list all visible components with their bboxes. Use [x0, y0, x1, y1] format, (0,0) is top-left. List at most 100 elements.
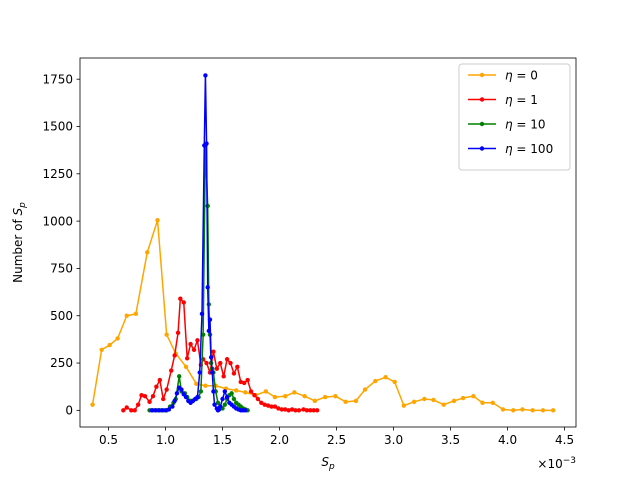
- legend-box: [458, 63, 571, 171]
- y-tick-label: 250: [50, 356, 73, 370]
- data-point: [121, 408, 126, 413]
- data-point: [135, 402, 141, 407]
- data-point: [204, 141, 209, 146]
- data-point: [184, 356, 190, 361]
- data-point: [214, 366, 220, 371]
- legend-entry-label: η = 100: [505, 142, 553, 156]
- data-point: [238, 379, 243, 385]
- x-axis-multiplier: ×10−3: [537, 456, 576, 471]
- x-tick-label: 4.5: [555, 433, 574, 447]
- data-point: [231, 396, 237, 402]
- data-point: [272, 394, 278, 400]
- data-point: [207, 317, 213, 322]
- data-point: [392, 379, 397, 385]
- data-point: [243, 390, 248, 395]
- legend: η = 0 η = 1 η = 10 η = 100: [458, 63, 571, 171]
- x-axis: 0.5 1.0 1.5 2.0 2.5 3.0 3.5 4.0 4.5: [99, 427, 574, 447]
- data-point: [221, 374, 226, 379]
- data-point: [263, 389, 269, 394]
- data-point: [197, 370, 202, 375]
- data-point: [147, 399, 152, 405]
- data-point: [262, 402, 267, 407]
- data-point: [164, 387, 169, 392]
- data-point: [314, 408, 320, 413]
- x-tick-label: 4.0: [498, 433, 517, 447]
- legend-swatch-marker: [479, 121, 485, 127]
- data-point: [218, 360, 223, 366]
- data-point: [150, 393, 156, 399]
- series-line-eta-100: [151, 74, 246, 412]
- data-point: [272, 404, 278, 409]
- data-point: [243, 408, 248, 413]
- data-point: [107, 342, 112, 348]
- data-point: [304, 408, 310, 413]
- y-tick-label: 500: [50, 309, 73, 323]
- data-point: [401, 403, 407, 408]
- data-point: [129, 408, 134, 413]
- data-point: [224, 357, 230, 362]
- data-point: [195, 338, 200, 343]
- data-point: [279, 407, 285, 412]
- series-line-eta-0: [91, 219, 554, 412]
- data-point: [115, 336, 120, 341]
- data-point: [174, 391, 180, 396]
- data-point: [245, 377, 250, 383]
- x-tick-label: 3.5: [441, 433, 460, 447]
- data-point: [241, 380, 247, 386]
- data-point: [289, 407, 295, 412]
- data-point: [156, 408, 161, 413]
- data-point: [195, 394, 200, 400]
- data-point: [200, 332, 206, 337]
- data-point: [211, 349, 216, 354]
- data-point: [205, 285, 210, 290]
- data-point: [252, 393, 257, 398]
- data-point: [302, 393, 307, 399]
- data-point: [383, 375, 388, 380]
- data-point: [451, 398, 457, 404]
- data-point: [139, 393, 144, 398]
- data-point: [511, 408, 516, 413]
- data-point: [460, 395, 466, 401]
- x-tick-label: 1.0: [156, 433, 175, 447]
- data-point: [212, 402, 217, 407]
- data-point: [248, 389, 254, 394]
- data-point: [228, 360, 233, 366]
- x-tick-label: 1.5: [213, 433, 232, 447]
- data-point: [206, 328, 212, 334]
- data-point: [133, 311, 139, 317]
- data-point: [178, 296, 183, 301]
- data-point: [362, 387, 368, 392]
- data-point: [124, 405, 129, 410]
- data-point: [163, 408, 168, 413]
- data-point: [490, 400, 495, 405]
- data-point: [194, 381, 199, 387]
- x-tick-label: 2.5: [327, 433, 346, 447]
- data-point: [411, 399, 417, 405]
- data-point: [211, 389, 216, 394]
- data-point: [90, 402, 95, 407]
- x-tick-label: 3.0: [384, 433, 403, 447]
- legend-entry-label: η = 0: [505, 68, 538, 82]
- data-point: [155, 217, 160, 223]
- data-point: [198, 389, 204, 394]
- data-point: [203, 383, 208, 388]
- data-point: [191, 347, 197, 352]
- data-point: [179, 387, 184, 392]
- data-point: [154, 384, 159, 389]
- data-point: [222, 389, 228, 394]
- data-point: [333, 393, 338, 399]
- data-point: [520, 407, 525, 412]
- data-point: [172, 398, 177, 404]
- data-point: [311, 408, 316, 413]
- legend-swatch-marker: [479, 97, 485, 102]
- data-point: [153, 408, 158, 413]
- data-point: [296, 408, 302, 413]
- legend-entry-label: η = 10: [505, 117, 546, 131]
- data-point: [471, 393, 476, 399]
- data-point: [269, 404, 274, 409]
- data-point: [265, 403, 271, 408]
- data-point: [431, 397, 436, 403]
- data-point: [286, 408, 291, 413]
- data-point: [175, 330, 181, 335]
- legend-swatch-marker: [479, 146, 485, 151]
